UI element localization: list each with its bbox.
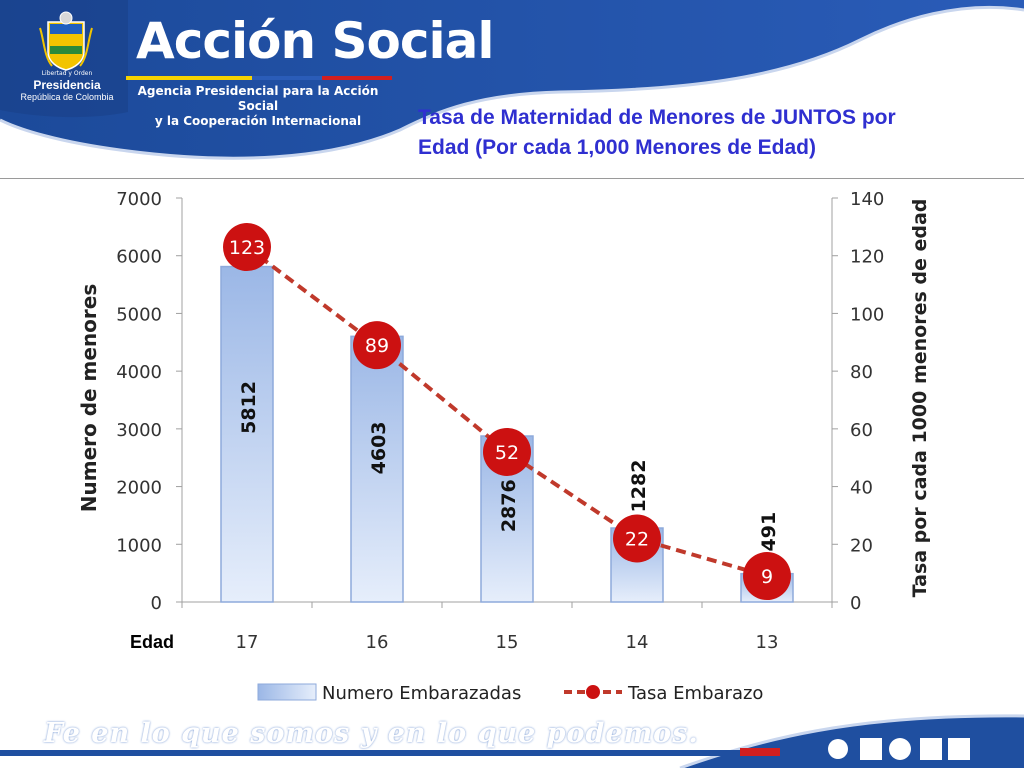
- accion-social-logo: Acción Social: [136, 12, 494, 70]
- y2-tick-label: 0: [850, 593, 861, 614]
- y2-tick-label: 80: [850, 362, 873, 383]
- x-tick-label: 13: [756, 632, 779, 653]
- x-tick-label: 14: [626, 632, 649, 653]
- slide-title: Tasa de Maternidad de Menores de JUNTOS …: [418, 103, 1018, 163]
- y-tick-label: 6000: [116, 247, 162, 268]
- rate-value-label: 22: [625, 529, 649, 551]
- y-tick-label: 5000: [116, 304, 162, 325]
- presidencia-motto: Libertad y Orden: [41, 70, 93, 77]
- y-axis-title: Numero de menores: [77, 284, 101, 513]
- brand-yellow-stripe: [126, 76, 252, 80]
- seal-icon: [948, 738, 970, 760]
- republica-label: República de Colombia: [20, 92, 114, 102]
- presidencia-logo: Libertad y Orden Presidencia República d…: [12, 16, 122, 103]
- chart-labels: Numero de menores Tasa por cada 1000 men…: [77, 199, 931, 652]
- rate-value-label: 123: [229, 237, 265, 259]
- chart-legend: Numero Embarazadas Tasa Embarazo: [257, 683, 763, 704]
- bar: [350, 335, 404, 603]
- y-tick-label: 0: [151, 593, 162, 614]
- seal-icon: [860, 738, 882, 760]
- y-tick-label: 3000: [116, 420, 162, 441]
- x-tick-label: 17: [236, 632, 259, 653]
- y-tick-label: 2000: [116, 478, 162, 499]
- brand-red-stripe: [322, 76, 392, 80]
- y-tick-label: 1000: [116, 535, 162, 556]
- x-axis-title: Edad: [130, 632, 174, 652]
- rate-series: 123 89 52 22 9: [223, 223, 791, 601]
- seal-icon: [889, 738, 911, 760]
- y2-tick-label: 140: [850, 189, 884, 210]
- header-wave-background: [0, 0, 1024, 160]
- y2-axis-title: Tasa por cada 1000 menores de edad: [909, 199, 931, 598]
- brand-blue-stripe: [252, 76, 322, 80]
- legend-label-line: Tasa Embarazo: [627, 683, 763, 704]
- agency-name: Agencia Presidencial para la Acción Soci…: [128, 84, 388, 129]
- x-tick-label: 16: [366, 632, 389, 653]
- y-tick-label: 4000: [116, 362, 162, 383]
- maternity-chart: 0 1000 2000 3000 4000 5000 6000 7000 0 20 40 60 80 10…: [77, 189, 931, 704]
- rate-point: [353, 321, 401, 370]
- certification-seals: [828, 738, 970, 760]
- coat-of-arms-icon: [39, 11, 93, 71]
- legend-swatch-marker: [586, 685, 600, 699]
- y2-tick-label: 100: [850, 304, 884, 325]
- rate-line: [245, 245, 768, 578]
- header-divider: [0, 178, 1024, 179]
- y2-tick-label: 60: [850, 420, 873, 441]
- bar-value-label: 491: [758, 512, 780, 552]
- rate-point: [483, 427, 531, 476]
- slide-title-line-1: Tasa de Maternidad de Menores de JUNTOS …: [418, 106, 896, 129]
- footer-slogan: Fe en lo que somos y en lo que podemos.: [44, 718, 699, 749]
- bar-value-label: 5812: [238, 381, 260, 434]
- legend-label-bars: Numero Embarazadas: [322, 683, 521, 704]
- rate-value-label: 52: [495, 442, 519, 464]
- agency-line-1: Agencia Presidencial para la Acción Soci…: [137, 84, 379, 113]
- footer-background: [0, 714, 1024, 768]
- y2-tick-label: 20: [850, 535, 873, 556]
- rate-value-label: 9: [761, 566, 773, 588]
- y-tick-label: 7000: [116, 189, 162, 210]
- legend-swatch-bars: [257, 683, 317, 701]
- y2-tick-label: 40: [850, 478, 873, 499]
- rate-point: [223, 223, 271, 272]
- chart-axes: 0 1000 2000 3000 4000 5000 6000 7000 0 20 40 60 80 10…: [116, 189, 884, 653]
- seal-icon: [920, 738, 942, 760]
- bar-value-label: 4603: [368, 421, 390, 474]
- bar-value-label: 2876: [498, 479, 520, 532]
- agency-line-2: y la Cooperación Internacional: [154, 114, 362, 128]
- seal-icon: [828, 739, 848, 759]
- y2-tick-label: 120: [850, 247, 884, 268]
- slide-header: Libertad y Orden Presidencia República d…: [0, 0, 1024, 180]
- rate-point: [613, 514, 661, 563]
- x-tick-label: 15: [496, 632, 519, 653]
- slide-title-line-2: Edad (Por cada 1,000 Menores de Edad): [418, 136, 816, 159]
- rate-point: [743, 552, 791, 601]
- rate-value-label: 89: [365, 335, 389, 357]
- presidencia-label: Presidencia: [33, 78, 101, 92]
- bar-value-label: 1282: [628, 460, 650, 513]
